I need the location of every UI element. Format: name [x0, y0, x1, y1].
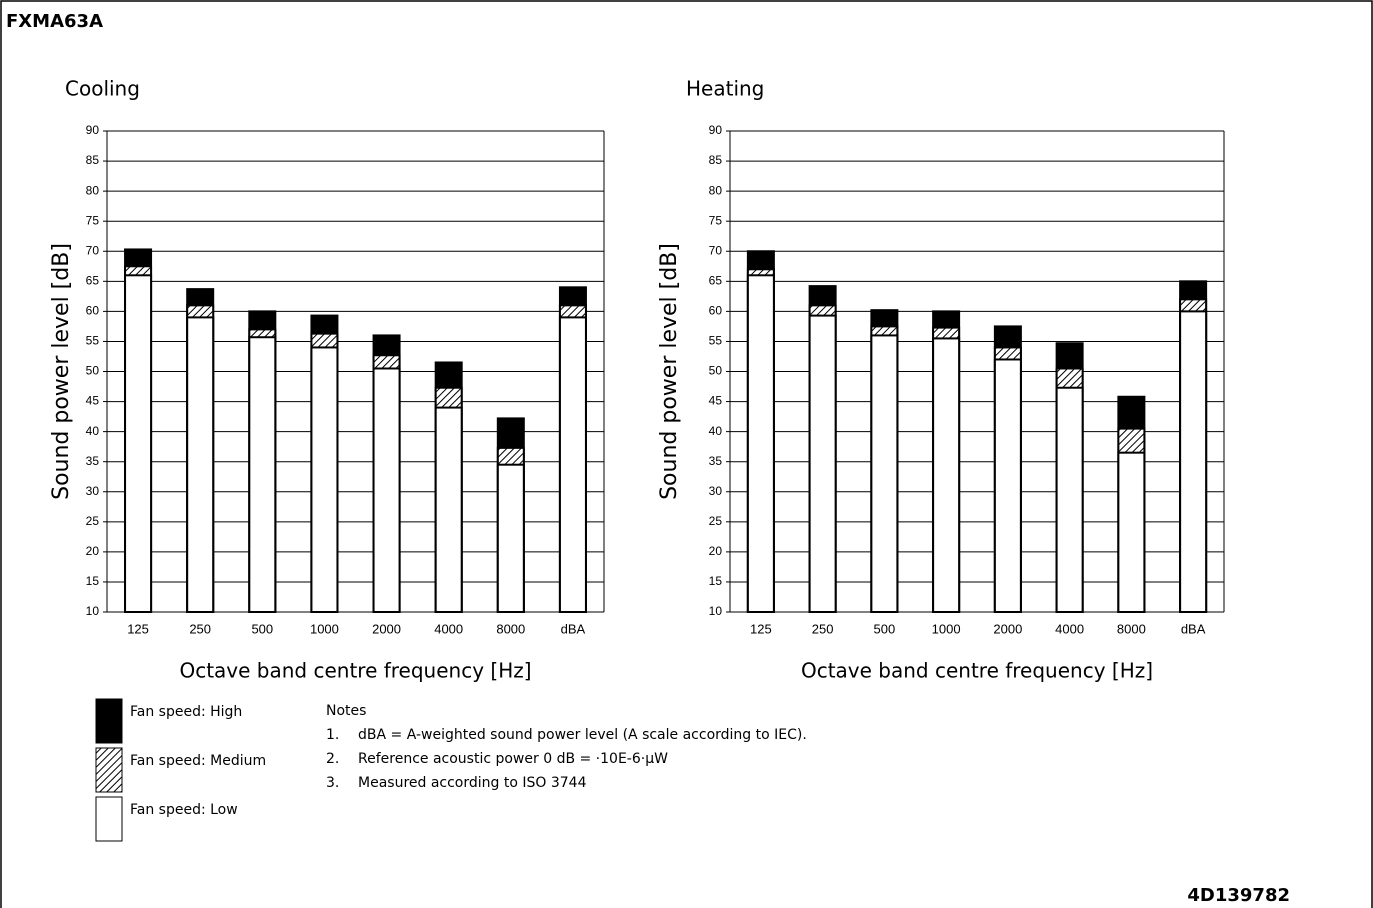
y-tick-label: 80: [709, 183, 723, 197]
note-number: 1.: [326, 727, 339, 743]
x-axis-label: Octave band centre frequency [Hz]: [801, 659, 1153, 683]
y-tick-label: 20: [86, 544, 100, 558]
y-tick-label: 70: [86, 243, 100, 257]
y-tick-label: 30: [86, 484, 100, 498]
x-tick-label: 125: [127, 621, 149, 636]
bar: [124, 274, 153, 613]
y-tick-label: 65: [709, 273, 723, 287]
x-tick-label: 1000: [932, 621, 961, 636]
y-tick-label: 85: [86, 153, 100, 167]
y-tick-label: 90: [709, 123, 723, 137]
y-tick-label: 55: [86, 334, 100, 348]
y-tick-label: 10: [86, 604, 100, 618]
y-tick-label: 15: [709, 574, 723, 588]
y-tick-label: 40: [86, 424, 100, 438]
bar: [808, 314, 837, 613]
note-number: 2.: [326, 751, 339, 767]
y-tick-label: 35: [709, 454, 723, 468]
y-tick-label: 30: [709, 484, 723, 498]
x-tick-label: dBA: [561, 621, 586, 636]
y-tick-label: 90: [86, 123, 100, 137]
x-tick-label: 1000: [310, 621, 339, 636]
y-axis-label: Sound power level [dB]: [49, 243, 74, 500]
x-tick-label: 8000: [1117, 621, 1146, 636]
y-tick-label: 35: [86, 454, 100, 468]
bar: [248, 336, 277, 613]
bar: [993, 358, 1022, 613]
bar: [496, 463, 525, 613]
y-tick-label: 25: [86, 514, 100, 528]
notes-title: Notes: [326, 703, 366, 719]
y-tick-label: 70: [709, 243, 723, 257]
header: FXMA63A: [6, 11, 103, 32]
x-tick-label: 500: [874, 621, 896, 636]
x-tick-label: 4000: [434, 621, 463, 636]
x-tick-label: 500: [251, 621, 273, 636]
y-tick-label: 50: [709, 364, 723, 378]
chart-title: Cooling: [65, 77, 140, 101]
y-tick-label: 25: [709, 514, 723, 528]
note-text: dBA = A-weighted sound power level (A sc…: [358, 727, 807, 743]
legend-label: Fan speed: Medium: [130, 753, 266, 769]
bar: [1055, 386, 1084, 614]
y-tick-label: 15: [86, 574, 100, 588]
legend-swatch: [95, 698, 123, 744]
bar: [746, 274, 775, 613]
note-number: 3.: [326, 775, 339, 791]
y-tick-label: 50: [86, 364, 100, 378]
legend-swatch: [95, 747, 123, 793]
y-tick-label: 10: [709, 604, 723, 618]
y-tick-label: 20: [709, 544, 723, 558]
y-tick-label: 40: [709, 424, 723, 438]
legend-label: Fan speed: Low: [130, 802, 238, 818]
y-tick-label: 60: [709, 304, 723, 318]
x-tick-label: 250: [189, 621, 211, 636]
y-tick-label: 55: [709, 334, 723, 348]
y-tick-label: 75: [709, 213, 723, 227]
legend-label: Fan speed: High: [130, 704, 242, 720]
bar: [310, 346, 339, 613]
bar: [1117, 451, 1146, 614]
y-axis-label: Sound power level [dB]: [657, 243, 682, 500]
bar: [870, 334, 899, 613]
y-tick-label: 85: [709, 153, 723, 167]
bar: [558, 316, 587, 613]
x-axis-label: Octave band centre frequency [Hz]: [179, 659, 531, 683]
x-tick-label: 8000: [496, 621, 525, 636]
x-tick-label: dBA: [1181, 621, 1206, 636]
y-tick-label: 45: [86, 394, 100, 408]
x-tick-label: 4000: [1055, 621, 1084, 636]
bar: [434, 406, 463, 614]
bar: [932, 337, 961, 613]
y-tick-label: 65: [86, 273, 100, 287]
bar: [186, 316, 215, 613]
y-tick-label: 75: [86, 213, 100, 227]
y-tick-label: 45: [709, 394, 723, 408]
note-text: Reference acoustic power 0 dB = ·10E-6·µ…: [358, 751, 668, 767]
doc-code: 4D139782: [1187, 885, 1290, 906]
x-tick-label: 125: [750, 621, 772, 636]
chart-title: Heating: [686, 77, 764, 101]
bar: [372, 367, 401, 613]
legend: Fan speed: High Fan speed: Medium Fan spee…: [95, 698, 266, 842]
legend-swatch: [95, 796, 123, 842]
x-tick-label: 2000: [372, 621, 401, 636]
x-tick-label: 250: [812, 621, 834, 636]
y-tick-label: 60: [86, 304, 100, 318]
bar: [1179, 310, 1208, 613]
note-text: Measured according to ISO 3744: [358, 775, 587, 791]
y-tick-label: 80: [86, 183, 100, 197]
x-tick-label: 2000: [993, 621, 1022, 636]
